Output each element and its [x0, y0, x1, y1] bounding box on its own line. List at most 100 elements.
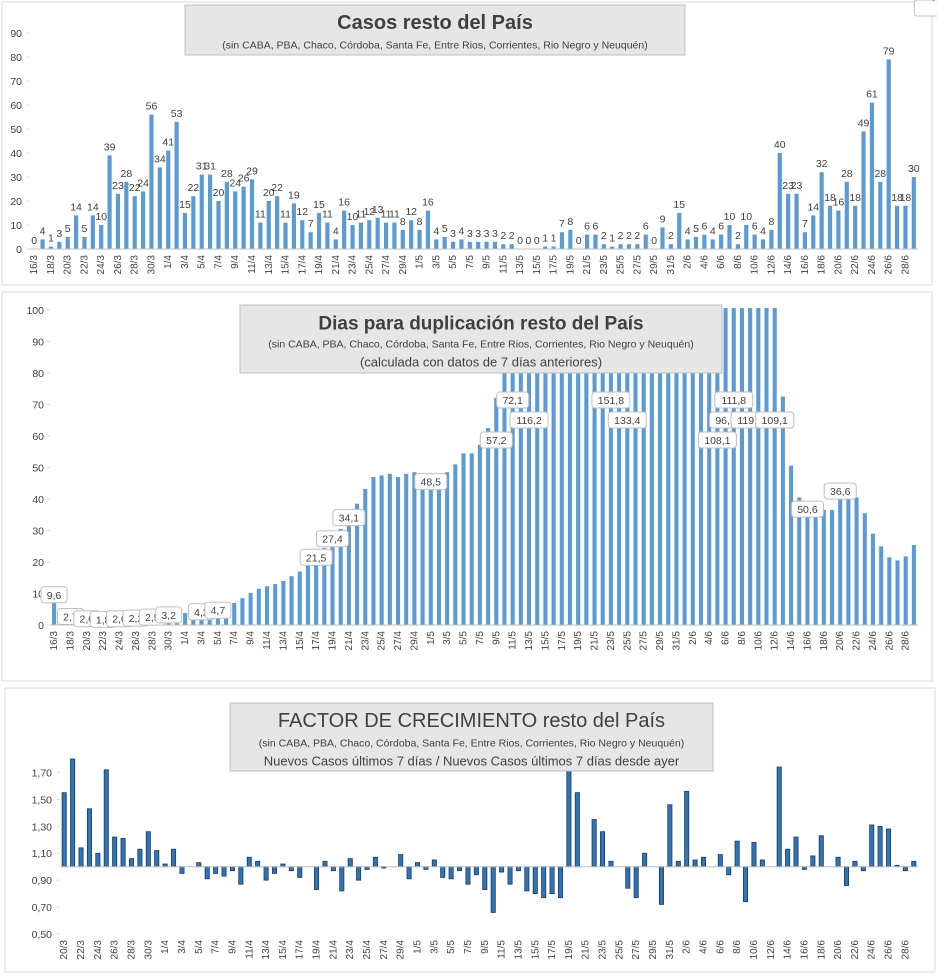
x-tick-label: 23/4	[348, 255, 359, 275]
x-tick-label: 13/4	[264, 255, 275, 275]
data-label: 2	[626, 230, 632, 242]
data-label: 41	[162, 137, 174, 149]
data-label-box	[823, 482, 857, 500]
bar	[174, 121, 179, 249]
x-tick-label: 26/3	[113, 255, 124, 275]
bar	[700, 856, 707, 868]
bar	[246, 856, 252, 868]
data-label: 109,1	[762, 415, 788, 427]
x-tick-label: 1/5	[426, 631, 437, 645]
data-label: 22	[188, 182, 200, 194]
bar	[625, 866, 631, 889]
title-box	[229, 702, 714, 772]
x-tick-label: 20/6	[833, 940, 844, 960]
bar	[626, 244, 632, 249]
bar	[137, 848, 143, 868]
bar	[238, 866, 244, 885]
x-tick-label: 9/5	[491, 631, 502, 645]
bar	[289, 576, 294, 625]
bar	[499, 866, 505, 873]
x-tick-label: 9/5	[480, 940, 491, 954]
bar	[501, 244, 506, 249]
data-label-box	[316, 530, 350, 548]
data-label: 20	[263, 187, 275, 199]
x-tick-label: 21/4	[344, 631, 355, 651]
bar	[322, 547, 327, 625]
x-tick-label: 26/6	[884, 631, 895, 651]
data-label: 25,4	[920, 0, 937, 3]
bar	[473, 866, 479, 876]
bars	[52, 308, 916, 626]
bar	[372, 856, 378, 868]
bar	[347, 858, 353, 868]
data-label: 15	[673, 199, 685, 211]
x-tick-label: 20/6	[835, 631, 846, 651]
bar	[895, 560, 900, 625]
chart-title: Casos resto del País	[337, 12, 533, 34]
bar	[395, 476, 401, 625]
y-tick-label: 40	[32, 494, 44, 506]
data-label: 53	[171, 108, 183, 120]
bar	[95, 852, 101, 868]
chart-subtitle: (calculada con datos de 7 días anteriore…	[360, 355, 602, 370]
data-label: 0	[651, 235, 657, 247]
bar	[371, 476, 376, 625]
bar	[576, 308, 581, 625]
bar	[52, 594, 57, 625]
data-label: 3	[450, 228, 456, 240]
data-label: 4	[433, 225, 439, 237]
data-label: 1	[551, 233, 557, 245]
bar	[48, 246, 54, 249]
bar	[805, 509, 810, 625]
bar	[780, 396, 785, 625]
y-tick-label: 50	[32, 463, 44, 475]
x-tick-label: 11/5	[498, 255, 509, 274]
x-tick-label: 6/6	[716, 255, 727, 269]
data-label: 61	[866, 89, 878, 101]
x-tick-label: 9/5	[482, 255, 493, 269]
bar	[702, 234, 707, 249]
bar	[559, 308, 564, 625]
x-tick-label: 21/4	[328, 940, 339, 960]
data-label: 5	[65, 223, 71, 235]
bar	[398, 854, 404, 868]
bar	[288, 866, 294, 872]
y-tick-label: 60	[32, 431, 44, 443]
x-tick-label: 1/5	[413, 940, 424, 954]
data-label: 4	[710, 225, 716, 237]
bar	[291, 203, 296, 249]
bar	[723, 308, 728, 625]
bar	[128, 858, 135, 868]
bar	[769, 229, 774, 249]
x-tick-label: 11/5	[497, 940, 508, 959]
bar	[541, 866, 547, 899]
bar	[316, 213, 322, 249]
data-label: 57,2	[486, 435, 507, 447]
bar	[308, 232, 313, 249]
bar	[355, 503, 360, 625]
bar	[861, 131, 866, 249]
bar	[776, 766, 782, 868]
data-label: 11	[280, 209, 291, 221]
bar	[811, 215, 816, 249]
bar	[409, 220, 414, 249]
bar	[760, 239, 766, 249]
bar	[829, 510, 835, 625]
x-tick-label: 15/5	[532, 255, 543, 275]
data-label: 22	[129, 182, 141, 194]
bar	[838, 491, 843, 625]
data-label: 1	[48, 233, 54, 245]
x-tick-label: 26/6	[884, 255, 895, 275]
data-label: 50,6	[797, 504, 818, 516]
x-tick-label: 14/6	[783, 940, 794, 960]
bar	[457, 866, 463, 872]
data-label: 3	[475, 228, 481, 240]
x-tick-label: 5/4	[197, 255, 208, 269]
bar	[406, 866, 412, 880]
bar	[115, 193, 121, 249]
data-label-box	[414, 473, 448, 491]
x-tick-label: 8/6	[732, 940, 743, 954]
bar	[412, 472, 417, 625]
x-tick-label: 10/6	[750, 255, 761, 275]
x-tick-label: 22/3	[98, 631, 109, 651]
